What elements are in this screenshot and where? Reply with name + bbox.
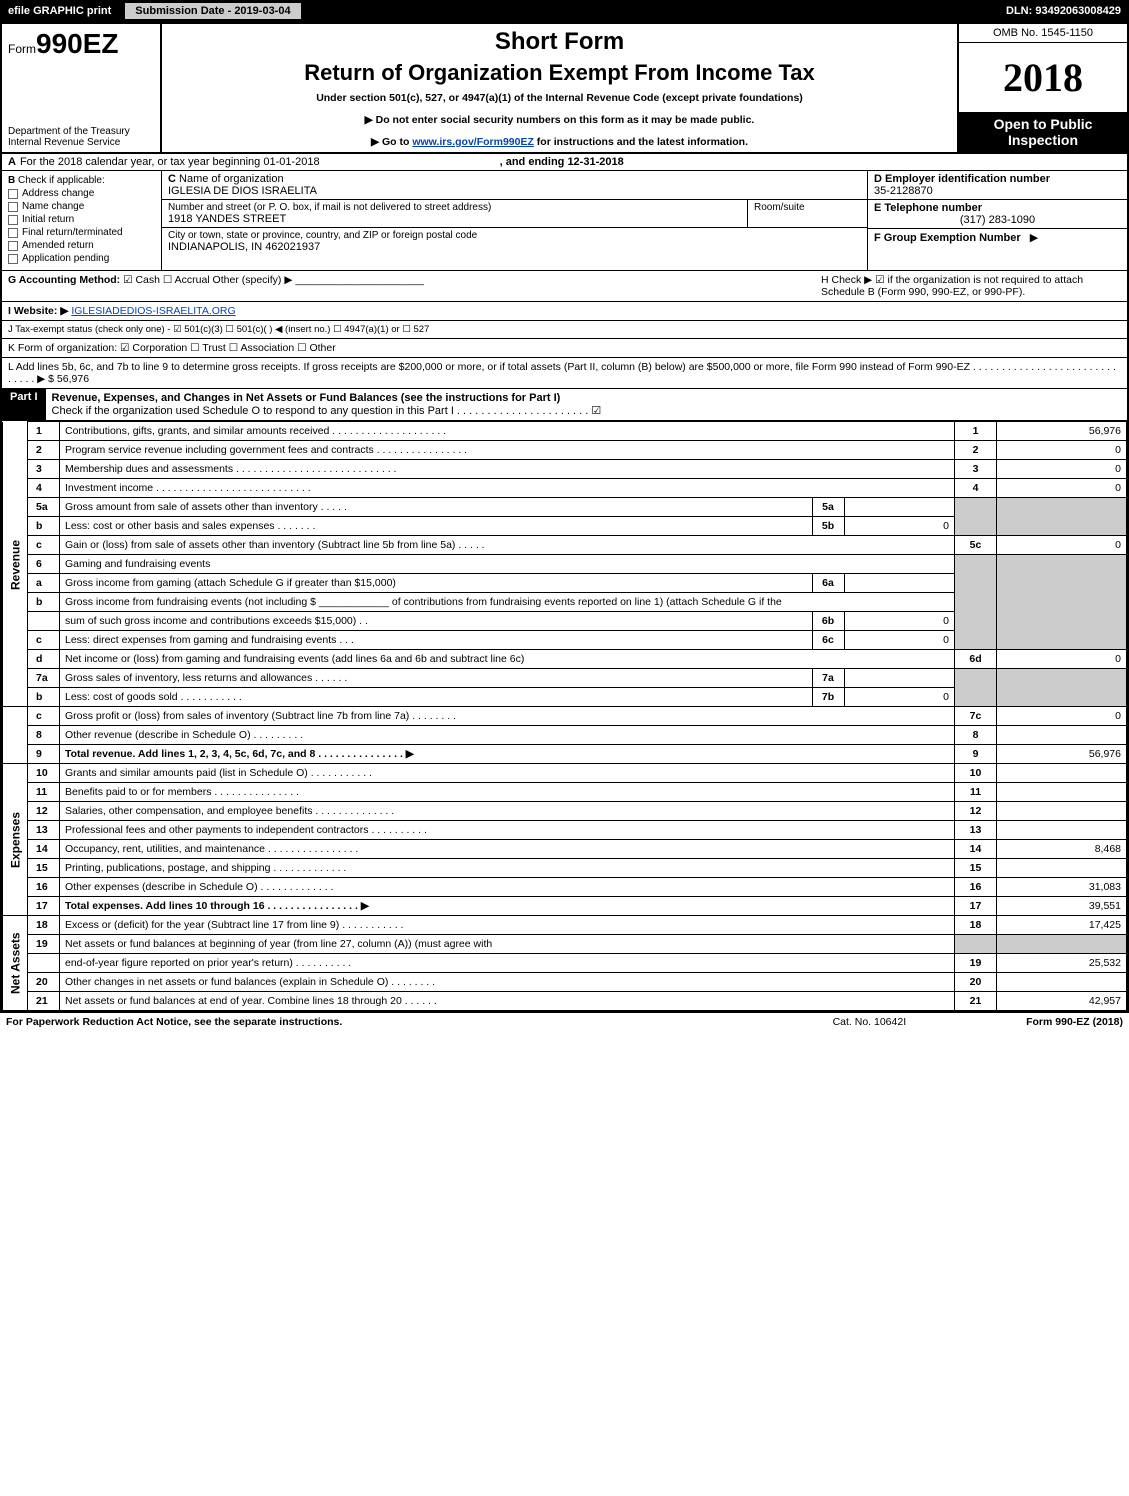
check-initial-return[interactable]: Initial return <box>8 214 155 225</box>
line-h: H Check ▶ ☑ if the organization is not r… <box>821 274 1121 298</box>
amt-2: 0 <box>997 441 1127 460</box>
check-amended-return[interactable]: Amended return <box>8 240 155 251</box>
amt-1: 56,976 <box>997 422 1127 441</box>
page-footer: For Paperwork Reduction Act Notice, see … <box>0 1013 1129 1031</box>
top-bar: efile GRAPHIC print Submission Date - 20… <box>0 0 1129 22</box>
phone-number: (317) 283-1090 <box>874 214 1121 226</box>
amt-6b: 0 <box>844 612 954 630</box>
check-final-return[interactable]: Final return/terminated <box>8 227 155 238</box>
side-revenue: Revenue <box>3 422 28 707</box>
section-subtitle: Under section 501(c), 527, or 4947(a)(1)… <box>172 92 947 104</box>
line-k: K Form of organization: ☑ Corporation ☐ … <box>2 339 1127 358</box>
form-number: Form990EZ <box>8 28 154 60</box>
calendar-year-text: For the 2018 calendar year, or tax year … <box>20 156 320 168</box>
amt-18: 17,425 <box>997 916 1127 935</box>
irs-label: Internal Revenue Service <box>8 137 154 148</box>
section-b: B Check if applicable: Address change Na… <box>2 171 1127 271</box>
check-address-change[interactable]: Address change <box>8 188 155 199</box>
side-expenses: Expenses <box>3 764 28 916</box>
amt-5c: 0 <box>997 536 1127 555</box>
short-form-title: Short Form <box>172 28 947 56</box>
open-to-public: Open to Public Inspection <box>959 112 1127 152</box>
goto-instructions: ▶ Go to www.irs.gov/Form990EZ for instru… <box>172 136 947 148</box>
irs-link[interactable]: www.irs.gov/Form990EZ <box>412 136 534 148</box>
amt-4: 0 <box>997 479 1127 498</box>
city-state-zip: INDIANAPOLIS, IN 462021937 <box>168 241 861 253</box>
amt-14: 8,468 <box>997 840 1127 859</box>
amt-6d: 0 <box>997 650 1127 669</box>
part1-table: Revenue 1 Contributions, gifts, grants, … <box>2 421 1127 1011</box>
omb-number: OMB No. 1545-1150 <box>959 24 1127 43</box>
efile-label: efile GRAPHIC print <box>0 3 119 19</box>
line-i: I Website: ▶ IGLESIADEDIOS-ISRAELITA.ORG <box>2 302 1127 321</box>
check-name-change[interactable]: Name change <box>8 201 155 212</box>
group-exemption-label: F Group Exemption Number <box>874 232 1021 244</box>
ending-date: , and ending 12-31-2018 <box>500 156 624 168</box>
submission-date: Submission Date - 2019-03-04 <box>123 1 302 21</box>
ssn-warning: ▶ Do not enter social security numbers o… <box>172 114 947 126</box>
catalog-number: Cat. No. 10642I <box>833 1016 907 1028</box>
check-application-pending[interactable]: Application pending <box>8 253 155 264</box>
tax-year: 2018 <box>959 43 1127 112</box>
amt-3: 0 <box>997 460 1127 479</box>
street-address: 1918 YANDES STREET <box>168 213 747 225</box>
row-a: A For the 2018 calendar year, or tax yea… <box>2 154 1127 171</box>
ein: 35-2128870 <box>874 185 1121 197</box>
amt-7b: 0 <box>844 688 954 706</box>
amt-6c: 0 <box>844 631 954 649</box>
form-ref: Form 990-EZ (2018) <box>1026 1016 1123 1028</box>
amt-7c: 0 <box>997 707 1127 726</box>
dln-label: DLN: 93492063008429 <box>998 3 1129 19</box>
amt-5b: 0 <box>844 517 954 535</box>
amt-21: 42,957 <box>997 992 1127 1011</box>
line-l: L Add lines 5b, 6c, and 7b to line 9 to … <box>2 358 1127 389</box>
paperwork-notice: For Paperwork Reduction Act Notice, see … <box>6 1016 342 1028</box>
side-netassets: Net Assets <box>3 916 28 1011</box>
dept-treasury: Department of the Treasury <box>8 126 154 137</box>
amt-16: 31,083 <box>997 878 1127 897</box>
org-name: IGLESIA DE DIOS ISRAELITA <box>168 185 861 197</box>
line-g-h: G Accounting Method: ☑ Cash ☐ Accrual Ot… <box>2 271 1127 302</box>
website-link[interactable]: IGLESIADEDIOS-ISRAELITA.ORG <box>71 305 235 317</box>
form-header: Form990EZ Department of the Treasury Int… <box>2 24 1127 154</box>
return-title: Return of Organization Exempt From Incom… <box>172 60 947 86</box>
part-1-header: Part I Revenue, Expenses, and Changes in… <box>2 389 1127 421</box>
amt-9: 56,976 <box>997 745 1127 764</box>
amt-17: 39,551 <box>997 897 1127 916</box>
line-j: J Tax-exempt status (check only one) - ☑… <box>2 321 1127 339</box>
amt-19: 25,532 <box>997 954 1127 973</box>
